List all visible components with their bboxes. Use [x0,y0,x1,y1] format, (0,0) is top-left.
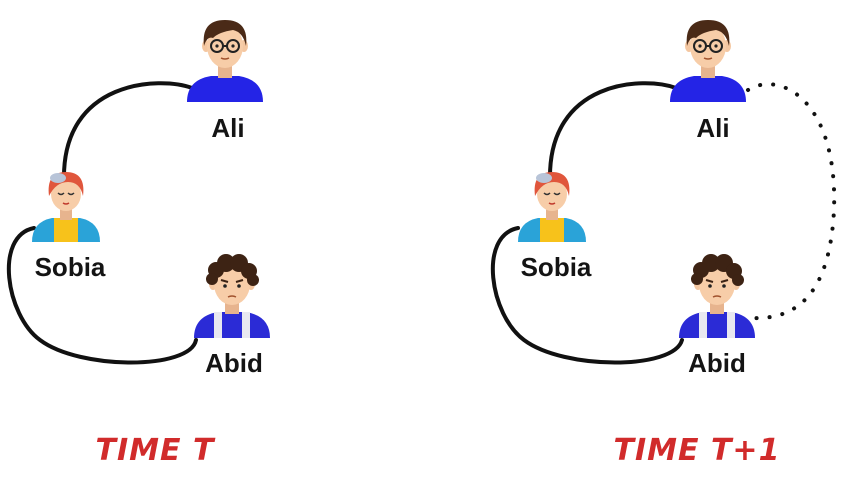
sobia-label: Sobia [35,252,106,282]
abid-label: Abid [688,348,746,378]
ali-avatar-icon [669,19,747,103]
edge-sobia-abid [6,226,198,365]
caption-time-t: TIME T [96,433,216,468]
edge-ali-sobia [547,81,678,182]
abid-label: Abid [205,348,263,378]
edge-ali-sobia [61,81,194,182]
sobia-avatar-icon [31,171,101,243]
edge-sobia-abid [490,226,684,365]
sobia-label: Sobia [521,252,592,282]
abid-avatar-icon [678,253,756,339]
edge-ali-abid-new [746,82,837,321]
panel-time-t: Ali Sobia Abid TIME T [6,19,271,468]
panel-time-t-plus-1: Ali Sobia Abid TIME T+1 [490,19,837,468]
abid-avatar-icon [193,253,271,339]
sobia-avatar-icon [517,171,587,243]
caption-time-t-plus-1: TIME T+1 [614,433,781,468]
ali-label: Ali [696,113,729,143]
ali-avatar-icon [186,19,264,103]
ali-label: Ali [211,113,244,143]
